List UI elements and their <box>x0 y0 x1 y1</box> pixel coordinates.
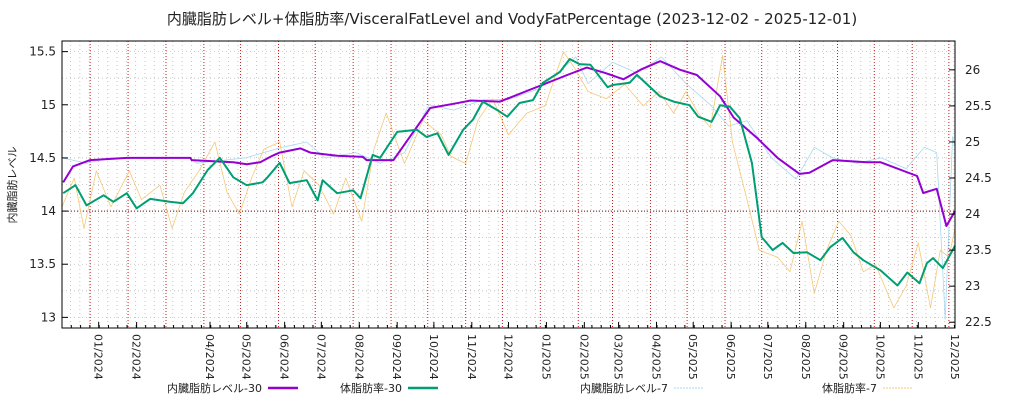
right-tick-label: 23 <box>965 279 980 293</box>
x-tick-label: 02/2025 <box>577 334 590 380</box>
right-tick-label: 26 <box>965 63 980 77</box>
x-tick-label: 05/2024 <box>240 334 253 380</box>
x-tick-label: 02/2024 <box>130 334 143 380</box>
legend-item: 体脂肪率-30 <box>340 381 438 395</box>
x-tick-label: 07/2025 <box>761 334 774 380</box>
x-tick-label: 09/2024 <box>390 334 403 380</box>
left-tick-label: 15.5 <box>29 45 56 59</box>
chart-title: 内臓脂肪レベル+体脂肪率/VisceralFatLevel and VodyFa… <box>167 10 857 28</box>
x-tick-label: 04/2024 <box>203 334 216 380</box>
legend-item: 内臓脂肪レベル-7 <box>580 381 704 395</box>
series-group <box>61 51 956 320</box>
right-tick-label: 25 <box>965 135 980 149</box>
legend-label: 内臓脂肪レベル-7 <box>580 381 668 395</box>
x-tick-label: 10/2024 <box>427 334 440 380</box>
left-tick-label: 15 <box>41 98 56 112</box>
left-tick-label: 13.5 <box>29 257 56 271</box>
legend-item: 内臓脂肪レベル-30 <box>167 381 298 395</box>
series-line-体脂肪率-7 <box>61 51 956 309</box>
left-tick-label: 14.5 <box>29 151 56 165</box>
right-tick-label: 22.5 <box>965 315 992 329</box>
x-tick-label: 11/2024 <box>465 334 478 380</box>
x-tick-label: 05/2025 <box>686 334 699 380</box>
series-line-体脂肪率-30 <box>62 58 956 287</box>
grid <box>62 41 955 328</box>
x-tick-label: 03/2025 <box>612 334 625 380</box>
plot-frame <box>61 40 956 329</box>
x-tick-label: 07/2024 <box>314 334 327 380</box>
x-tick-label: 12/2025 <box>948 334 961 380</box>
legend-label: 体脂肪率-7 <box>822 381 877 395</box>
x-tick-label: 01/2024 <box>92 334 105 380</box>
right-tick-label: 24 <box>965 207 980 221</box>
x-tick-label: 01/2025 <box>539 334 552 380</box>
right-tick-label: 25.5 <box>965 99 992 113</box>
legend-label: 体脂肪率-30 <box>340 381 402 395</box>
legend: 内臓脂肪レベル-30 体脂肪率-30 内臓脂肪レベル-7 体脂肪率-7 <box>167 381 913 395</box>
series-line-内臓脂肪レベル-30 <box>62 60 956 227</box>
x-tick-label: 12/2024 <box>502 334 515 380</box>
x-tick-label: 09/2025 <box>837 334 850 380</box>
series-line-内臓脂肪レベル-7 <box>61 56 956 320</box>
x-tick-label: 08/2025 <box>799 334 812 380</box>
left-tick-label: 13 <box>41 310 56 324</box>
right-tick-label: 24.5 <box>965 171 992 185</box>
x-tick-label: 06/2024 <box>278 334 291 380</box>
legend-item: 体脂肪率-7 <box>822 381 913 395</box>
legend-label: 内臓脂肪レベル-30 <box>167 381 262 395</box>
right-tick-label: 23.5 <box>965 243 992 257</box>
x-tick-label: 10/2025 <box>873 334 886 380</box>
axes: 13 13.5 14 14.5 15 15.5 22.5 23 23.5 24 24.5 25 25.5… <box>29 45 991 380</box>
left-tick-label: 14 <box>41 204 56 218</box>
y-axis-label: 内臓脂肪レベル <box>5 147 19 224</box>
x-tick-label: 08/2024 <box>352 334 365 380</box>
x-tick-label: 11/2025 <box>911 334 924 380</box>
x-tick-label: 04/2025 <box>650 334 663 380</box>
x-tick-label: 06/2025 <box>724 334 737 380</box>
